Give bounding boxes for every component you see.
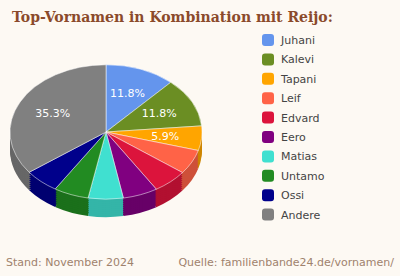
pie-top xyxy=(10,65,202,199)
legend-label: Kalevi xyxy=(281,53,314,66)
legend-swatch xyxy=(262,92,274,104)
annotation: Quelle: familienbande24.de/vornamen/ xyxy=(178,256,394,269)
legend-swatch xyxy=(262,34,274,46)
legend-label: Tapani xyxy=(280,73,316,86)
legend-label: Matias xyxy=(281,150,317,163)
legend-label: Andere xyxy=(281,209,321,222)
legend-swatch xyxy=(262,150,274,162)
plot xyxy=(10,65,202,217)
data-label: 5.9% xyxy=(151,130,179,143)
legend-swatch xyxy=(262,189,274,201)
legend-swatch xyxy=(262,112,274,124)
legend-swatch xyxy=(262,170,274,182)
legend-swatch xyxy=(262,131,274,143)
legend-swatch xyxy=(262,53,274,65)
legend-label: Ossi xyxy=(281,189,304,202)
legend-label: Juhani xyxy=(280,34,315,47)
title: Top-Vornamen in Kombination mit Reijo: xyxy=(12,9,333,25)
slice xyxy=(10,65,106,172)
data-label: 11.8% xyxy=(142,107,177,120)
chart: Top-Vornamen in Kombination mit Reijo: 11… xyxy=(0,0,400,276)
legend-swatch xyxy=(262,209,274,221)
legend-label: Edvard xyxy=(281,112,320,125)
legend-label: Untamo xyxy=(281,170,325,183)
legend-swatch xyxy=(262,73,274,85)
legend: Juhani Kalevi Tapani Leif Edvard Eero Matias Un… xyxy=(262,34,325,222)
data-label: 35.3% xyxy=(35,107,70,120)
slice xyxy=(106,82,202,132)
legend-label: Leif xyxy=(281,92,302,105)
legend-label: Eero xyxy=(281,131,306,144)
annotation: Stand: November 2024 xyxy=(6,256,134,269)
data-label: 11.8% xyxy=(110,87,145,100)
